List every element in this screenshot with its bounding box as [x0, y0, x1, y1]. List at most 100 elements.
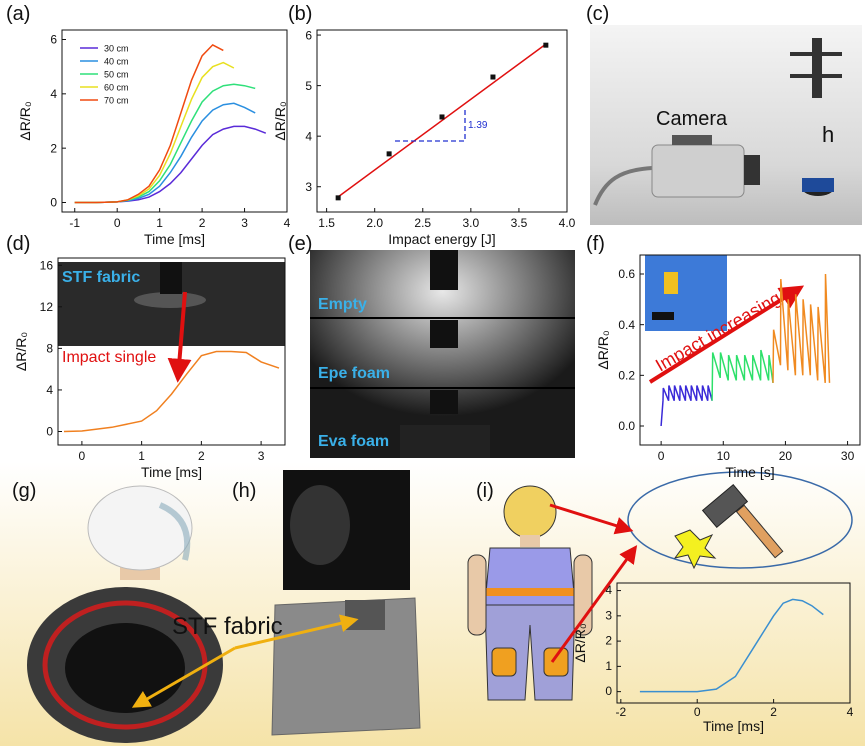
y-tick-label: 0 — [605, 684, 612, 698]
point — [543, 42, 549, 48]
series-line — [74, 43, 224, 204]
y-tick-label: 3 — [605, 608, 612, 622]
panel-label: (a) — [6, 3, 30, 25]
panel-label: (e) — [288, 233, 312, 255]
series-line — [639, 598, 824, 693]
arrow — [167, 291, 192, 383]
impactor — [430, 320, 458, 348]
series-line — [711, 349, 774, 401]
person-illustration — [467, 485, 593, 701]
series-line — [63, 350, 280, 433]
point — [439, 114, 445, 120]
y-tick-label: 12 — [40, 300, 54, 314]
photo-label: Epe foam — [318, 365, 390, 382]
y-axis-label: ΔR/R₀ — [17, 101, 33, 140]
y-tick-label: 4 — [50, 87, 57, 101]
y-tick-label: 4 — [605, 583, 612, 597]
panel-label: (h) — [232, 480, 256, 502]
arrow — [234, 614, 359, 650]
camera — [593, 38, 842, 206]
y-tick-label: 2 — [50, 141, 57, 155]
y-tick-label: 2 — [605, 634, 612, 648]
x-tick-label: 0 — [694, 705, 701, 719]
x-axis-label: Time [ms] — [703, 718, 764, 734]
series-line — [74, 61, 235, 204]
impactor — [430, 390, 458, 414]
x-axis-label: Time [ms] — [141, 464, 202, 480]
legend-label: 40 cm — [104, 57, 129, 67]
panel-label: (b) — [288, 3, 312, 25]
x-tick-label: 3 — [258, 449, 265, 463]
x-tick-label: 4.0 — [559, 216, 576, 230]
annotation: 1.39 — [468, 120, 488, 131]
point — [490, 74, 496, 80]
y-tick-label: 8 — [46, 342, 53, 356]
y-tick-label: 1 — [605, 659, 612, 673]
x-tick-label: 30 — [841, 449, 855, 463]
x-axis-label: Time [s] — [725, 464, 774, 480]
y-tick-label: 0.0 — [618, 419, 635, 433]
annotation: STF fabric — [62, 269, 140, 286]
legend-label: 70 cm — [104, 96, 129, 106]
y-axis-label: ΔR/R₀ — [572, 623, 588, 662]
y-tick-label: 5 — [305, 79, 312, 93]
series-line — [660, 385, 713, 427]
y-tick-label: 0.4 — [618, 318, 635, 332]
impactor — [430, 250, 458, 290]
arrow — [550, 545, 638, 663]
x-tick-label: 2 — [199, 216, 206, 230]
y-tick-label: 0 — [46, 425, 53, 439]
y-axis-label: ΔR/R₀ — [13, 332, 29, 371]
x-tick-label: 4 — [284, 216, 291, 230]
impactor — [160, 262, 182, 294]
panel-label: (c) — [586, 3, 609, 25]
fit-line — [337, 43, 547, 198]
plot-frame — [57, 257, 286, 446]
photo-label: Eva foam — [318, 433, 389, 450]
x-tick-label: 3.0 — [463, 216, 480, 230]
panel-label: (f) — [586, 233, 605, 255]
y-tick-label: 6 — [305, 28, 312, 42]
plot-frame — [616, 582, 851, 704]
panel-label: (i) — [476, 480, 494, 502]
arrow — [648, 285, 805, 384]
anvil — [400, 425, 490, 458]
point — [335, 195, 341, 201]
y-tick-label: 16 — [40, 258, 54, 272]
x-tick-label: 2 — [198, 449, 205, 463]
sample — [134, 292, 206, 308]
x-tick-label: -2 — [615, 705, 626, 719]
y-axis-label: ΔR/R₀ — [595, 330, 611, 369]
x-tick-label: 3 — [241, 216, 248, 230]
x-tick-label: 0 — [658, 449, 665, 463]
slope-guide — [395, 108, 466, 142]
legend-label: 50 cm — [104, 70, 129, 80]
arrow — [131, 646, 236, 708]
x-tick-label: 1.5 — [318, 216, 335, 230]
x-tick-label: 2 — [770, 705, 777, 719]
y-tick-label: 0 — [50, 196, 57, 210]
point — [386, 151, 392, 157]
y-tick-label: 4 — [46, 383, 53, 397]
photo-label: h — [822, 122, 834, 147]
y-tick-label: 4 — [305, 129, 312, 143]
x-tick-label: 3.5 — [511, 216, 528, 230]
arrow — [549, 503, 634, 535]
y-tick-label: 0.2 — [618, 369, 635, 383]
legend-label: 60 cm — [104, 83, 129, 93]
panel-label: (g) — [12, 480, 36, 502]
legend-label: 30 cm — [104, 44, 129, 54]
series-line — [74, 83, 256, 204]
photo-label: Empty — [318, 296, 367, 313]
x-tick-label: 2.0 — [366, 216, 383, 230]
panel-label: (d) — [6, 233, 30, 255]
y-tick-label: 0.6 — [618, 267, 635, 281]
hammer-icon — [673, 484, 784, 570]
y-tick-label: 3 — [305, 180, 312, 194]
plot-frame — [61, 29, 288, 213]
x-axis-label: Impact energy [J] — [388, 231, 495, 247]
annotation: Impact single — [62, 349, 156, 366]
series-line — [772, 273, 831, 383]
x-tick-label: 1 — [156, 216, 163, 230]
